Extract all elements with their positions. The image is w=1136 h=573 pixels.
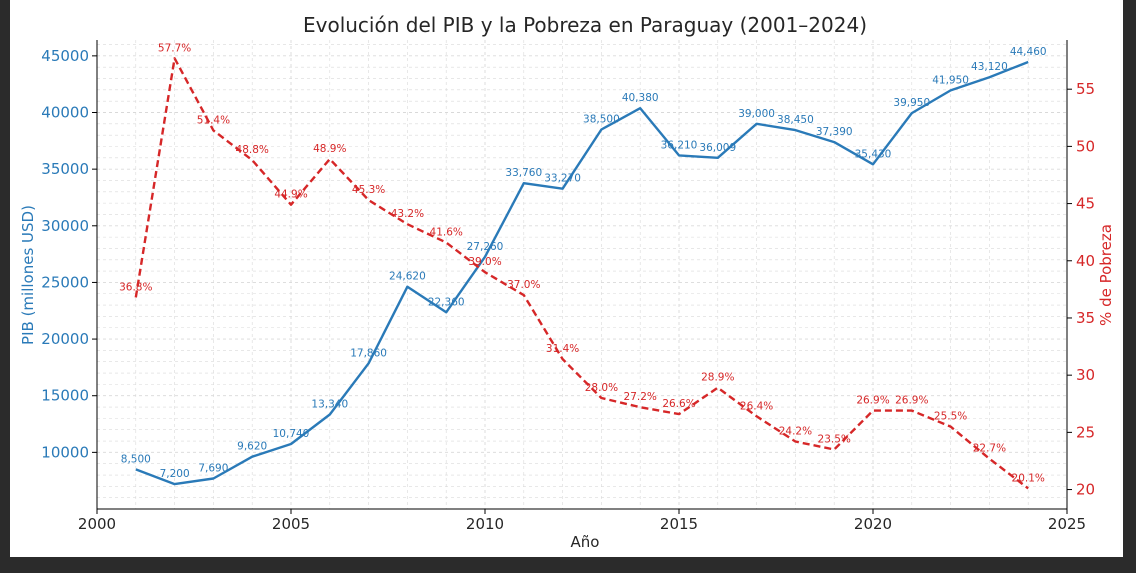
y-left-tick-label: 45000 xyxy=(41,47,89,65)
y-left-axis-title: PIB (millones USD) xyxy=(19,205,37,345)
pib-data-label: 44,460 xyxy=(1010,46,1047,58)
grid xyxy=(96,40,1068,509)
y-left-tick-label: 30000 xyxy=(41,217,89,235)
axes xyxy=(96,40,1068,510)
pobreza-data-label: 25.5% xyxy=(934,411,967,423)
y-right-axis-title: % de Pobreza xyxy=(1097,224,1115,326)
data-labels: 8,500 7,200 7,690 9,620 10,740 13,340 17,860 24… xyxy=(119,42,1046,484)
y-right-tick-label: 25 xyxy=(1076,423,1095,441)
pobreza-data-label: 26.9% xyxy=(856,395,889,407)
y-right-tick-label: 45 xyxy=(1076,195,1095,213)
pib-data-label: 37,390 xyxy=(816,126,853,138)
pib-data-label: 35,430 xyxy=(855,148,892,160)
chart-svg: Evolución del PIB y la Pobreza en Paragu… xyxy=(19,13,1115,551)
pobreza-data-label: 28.9% xyxy=(701,372,734,384)
x-tick-label: 2010 xyxy=(466,515,504,533)
pib-data-label: 13,340 xyxy=(311,399,348,411)
chart-frame: Evolución del PIB y la Pobreza en Paragu… xyxy=(10,0,1123,557)
pib-data-label: 33,270 xyxy=(544,173,581,185)
x-axis-title: Año xyxy=(571,533,600,551)
y-right-tick-label: 50 xyxy=(1076,137,1095,155)
pobreza-data-label: 39.0% xyxy=(468,256,501,268)
pib-data-label: 8,500 xyxy=(121,453,151,465)
x-tick-label: 2020 xyxy=(854,515,892,533)
pobreza-data-label: 45.3% xyxy=(352,184,385,196)
pib-data-label: 24,620 xyxy=(389,271,426,283)
pobreza-data-label: 26.4% xyxy=(740,400,773,412)
y-left-tick-label: 15000 xyxy=(41,387,89,405)
pobreza-data-label: 28.0% xyxy=(585,382,618,394)
x-tick-label: 2000 xyxy=(78,515,116,533)
chart-title: Evolución del PIB y la Pobreza en Paragu… xyxy=(303,13,867,37)
pobreza-data-label: 20.1% xyxy=(1012,472,1045,484)
pib-data-label: 43,120 xyxy=(971,61,1008,73)
pobreza-data-label: 37.0% xyxy=(507,279,540,291)
y-right-tick-label: 40 xyxy=(1076,252,1095,270)
pib-data-label: 27,260 xyxy=(467,241,504,253)
pobreza-data-label: 36.8% xyxy=(119,281,152,293)
pib-data-label: 10,740 xyxy=(273,428,310,440)
pobreza-data-label: 26.6% xyxy=(662,398,695,410)
pobreza-data-label: 44.9% xyxy=(274,189,307,201)
pobreza-data-label: 41.6% xyxy=(430,226,463,238)
pobreza-data-label: 48.9% xyxy=(313,143,346,155)
pobreza-line xyxy=(134,57,1029,490)
y-right-tick-label: 35 xyxy=(1076,309,1095,327)
pobreza-data-label: 51.4% xyxy=(197,114,230,126)
y-left-tick-label: 10000 xyxy=(41,443,89,461)
pib-data-label: 36,210 xyxy=(661,139,698,151)
ticks: 2000 2005 2010 2015 2020 20251000015000200002… xyxy=(41,47,1095,533)
pib-line xyxy=(135,60,1029,486)
pib-data-label: 38,500 xyxy=(583,113,620,125)
x-tick-label: 2015 xyxy=(660,515,698,533)
pib-data-label: 41,950 xyxy=(932,74,969,86)
pib-data-label: 9,620 xyxy=(237,441,267,453)
pobreza-data-label: 23.5% xyxy=(818,434,851,446)
y-left-tick-label: 25000 xyxy=(41,273,89,291)
y-right-tick-label: 30 xyxy=(1076,366,1095,384)
pobreza-data-label: 22.7% xyxy=(973,443,1006,455)
pib-data-label: 39,000 xyxy=(738,108,775,120)
y-right-tick-label: 20 xyxy=(1076,481,1095,499)
pib-data-label: 36,009 xyxy=(699,142,736,154)
pib-data-label: 38,450 xyxy=(777,114,814,126)
y-right-tick-label: 55 xyxy=(1076,80,1095,98)
pobreza-data-label: 24.2% xyxy=(779,426,812,438)
pib-data-label: 39,950 xyxy=(893,97,930,109)
y-left-tick-label: 40000 xyxy=(41,104,89,122)
pobreza-data-label: 31.4% xyxy=(546,343,579,355)
pobreza-data-label: 43.2% xyxy=(391,208,424,220)
pib-data-label: 40,380 xyxy=(622,92,659,104)
pib-data-label: 7,200 xyxy=(160,468,190,480)
y-left-tick-label: 20000 xyxy=(41,330,89,348)
y-left-tick-label: 35000 xyxy=(41,160,89,178)
pobreza-data-label: 27.2% xyxy=(624,391,657,403)
pib-data-label: 22,360 xyxy=(428,296,465,308)
pobreza-data-label: 26.9% xyxy=(895,395,928,407)
series xyxy=(134,57,1029,490)
pobreza-data-label: 57.7% xyxy=(158,42,191,54)
pib-data-label: 7,690 xyxy=(198,463,228,475)
pib-data-label: 17,860 xyxy=(350,347,387,359)
x-tick-label: 2025 xyxy=(1048,515,1086,533)
x-tick-label: 2005 xyxy=(272,515,310,533)
pobreza-data-label: 48.8% xyxy=(236,144,269,156)
pib-data-label: 33,760 xyxy=(505,167,542,179)
